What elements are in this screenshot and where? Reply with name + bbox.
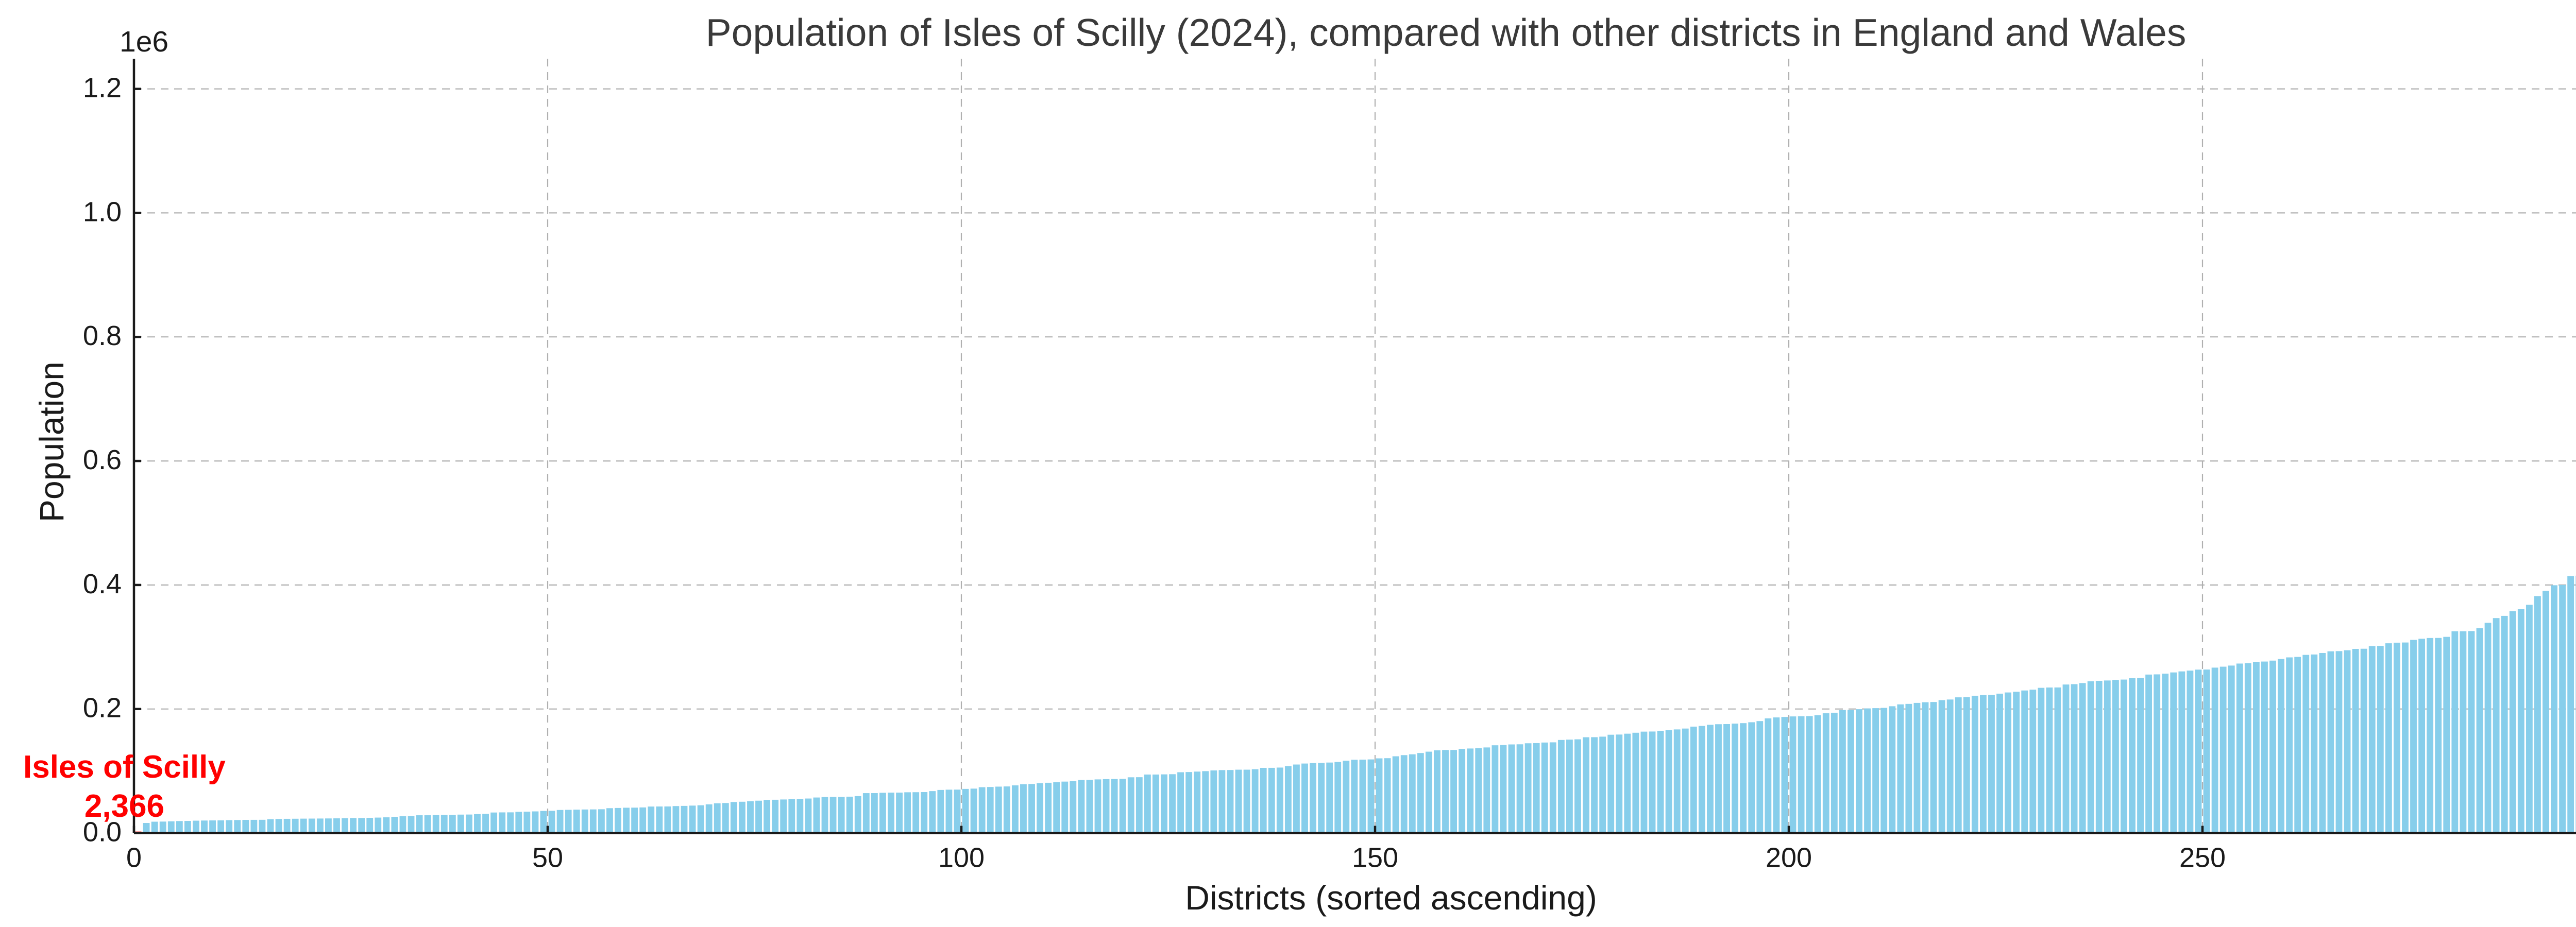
svg-text:0: 0	[126, 843, 142, 873]
svg-text:1.0: 1.0	[83, 196, 122, 227]
svg-text:0.8: 0.8	[83, 320, 122, 351]
svg-text:0.6: 0.6	[83, 444, 122, 475]
svg-text:0.2: 0.2	[83, 693, 122, 724]
svg-text:100: 100	[938, 843, 985, 873]
svg-text:250: 250	[2179, 843, 2226, 873]
svg-text:50: 50	[532, 843, 563, 873]
svg-text:200: 200	[1766, 843, 1812, 873]
svg-text:150: 150	[1352, 843, 1398, 873]
svg-text:1.2: 1.2	[83, 73, 122, 104]
svg-text:0.4: 0.4	[83, 569, 122, 599]
